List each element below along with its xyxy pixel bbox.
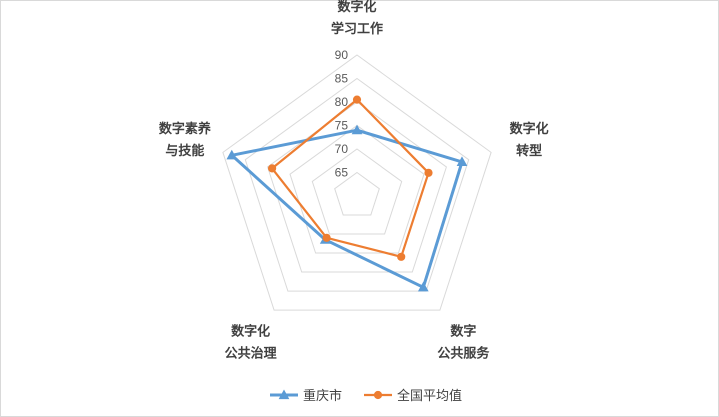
data-series bbox=[226, 95, 468, 292]
radar-grid bbox=[222, 54, 492, 311]
tick-label: 85 bbox=[335, 72, 349, 86]
legend: 重庆市 全国平均值 bbox=[270, 388, 462, 404]
series-line bbox=[271, 98, 430, 258]
grid-ring bbox=[267, 101, 447, 273]
legend-item: 重庆市 bbox=[270, 388, 342, 404]
data-point bbox=[351, 124, 363, 135]
tick-label: 70 bbox=[335, 142, 349, 156]
axis-label: 公共服务 bbox=[437, 345, 490, 361]
axis-label: 公共治理 bbox=[225, 345, 277, 361]
data-point bbox=[322, 233, 331, 242]
axis-label: 数字化 bbox=[510, 121, 549, 137]
tick-label: 80 bbox=[335, 95, 349, 109]
tick-label: 65 bbox=[335, 166, 349, 180]
grid-ring bbox=[334, 171, 380, 216]
grid-ring bbox=[222, 54, 492, 311]
data-point bbox=[417, 281, 429, 292]
axis-label: 学习工作 bbox=[331, 21, 383, 37]
radial-tick-labels: 65 70 75 80 85 90 bbox=[335, 48, 349, 180]
grid-ring bbox=[244, 77, 470, 292]
data-point bbox=[397, 252, 406, 261]
tick-label: 90 bbox=[335, 48, 349, 62]
axis-label: 转型 bbox=[516, 143, 542, 159]
data-point bbox=[456, 156, 468, 166]
grid-ring bbox=[311, 148, 403, 235]
legend-marker bbox=[373, 390, 383, 400]
legend-label: 重庆市 bbox=[303, 388, 342, 404]
axis-label: 数字 bbox=[450, 323, 476, 339]
series-0 bbox=[226, 124, 468, 292]
legend-item: 全国平均值 bbox=[364, 388, 462, 404]
data-point bbox=[352, 95, 362, 104]
data-point bbox=[424, 168, 433, 177]
series-1 bbox=[268, 95, 433, 261]
axis-label: 数字素养 bbox=[159, 121, 212, 137]
tick-label: 75 bbox=[335, 119, 349, 133]
legend-marker bbox=[278, 389, 290, 400]
grid-ring bbox=[289, 124, 425, 254]
series-line bbox=[230, 128, 464, 289]
axis-label: 与技能 bbox=[165, 143, 204, 159]
axis-label: 数字化 bbox=[337, 0, 376, 15]
data-point bbox=[268, 164, 277, 173]
data-point bbox=[226, 149, 238, 160]
legend-label: 全国平均值 bbox=[397, 388, 462, 404]
axis-label: 数字化 bbox=[231, 323, 270, 339]
